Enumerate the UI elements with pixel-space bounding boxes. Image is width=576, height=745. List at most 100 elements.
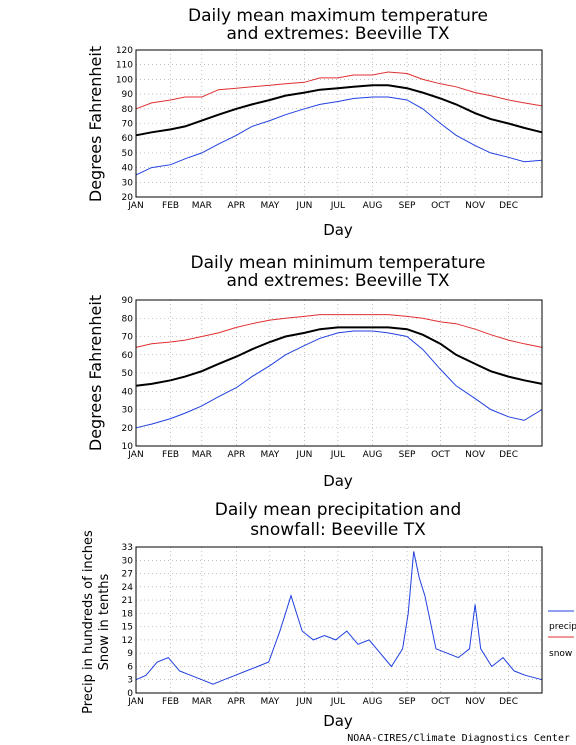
y-tick-label: 110 — [116, 61, 133, 71]
x-tick-label: APR — [227, 697, 245, 707]
x-tick-label: AUG — [363, 697, 383, 707]
y-tick-label: 80 — [122, 314, 134, 324]
y-tick-label: 90 — [122, 296, 134, 306]
plot-frame — [135, 49, 543, 198]
x-axis-label: Day — [323, 712, 353, 730]
y-tick-label: 30 — [122, 406, 134, 416]
series-line-0 — [135, 71, 543, 110]
y-axis-label-line2: Snow in tenths — [97, 573, 112, 670]
y-tick-label: 70 — [122, 333, 134, 343]
y-tick-label: 100 — [116, 75, 133, 85]
legend-precip-label: precip — [549, 622, 576, 632]
y-tick-label: 20 — [122, 424, 134, 434]
precipitation-chart: Daily mean precipitation and snowfall: B… — [81, 500, 576, 730]
x-tick-label: JUL — [330, 450, 345, 460]
x-tick-label: JUN — [295, 450, 312, 460]
y-tick-label: 21 — [122, 596, 133, 606]
y-tick-label: 50 — [122, 369, 134, 379]
plot-frame — [135, 299, 543, 447]
x-tick-label: MAR — [192, 697, 212, 707]
series-line-2 — [135, 330, 543, 429]
x-tick-label: JUL — [330, 201, 345, 211]
tick-labels: 20 30 40 50 60 70 80 90 100 110 120 JAN FEB MAR APR MAY… — [116, 46, 518, 211]
x-tick-label: SEP — [399, 450, 416, 460]
series-line-0 — [135, 314, 543, 348]
y-tick-label: 30 — [122, 178, 134, 188]
x-tick-label: FEB — [162, 697, 179, 707]
x-tick-label: FEB — [162, 201, 179, 211]
x-tick-label: MAY — [260, 450, 279, 460]
x-tick-label: DEC — [499, 450, 518, 460]
chart-title-line1: Daily mean precipitation and — [215, 500, 462, 520]
x-tick-label: NOV — [465, 450, 486, 460]
y-tick-label: 30 — [122, 556, 134, 566]
series-line-1 — [135, 326, 543, 387]
x-tick-label: OCT — [431, 697, 450, 707]
x-tick-label: MAY — [260, 201, 279, 211]
x-tick-label: MAR — [192, 450, 212, 460]
x-tick-label: APR — [227, 201, 245, 211]
x-tick-label: JUN — [295, 201, 312, 211]
chart-title-line1: Daily mean minimum temperature — [191, 253, 486, 273]
tick-labels: 10 20 30 40 50 60 70 80 90 JAN FEB MAR APR MAY JUN JUL A… — [122, 296, 518, 460]
y-tick-label: 9 — [127, 649, 133, 659]
y-tick-label: 60 — [122, 134, 134, 144]
x-tick-label: DEC — [499, 697, 518, 707]
x-tick-label: JUL — [330, 697, 345, 707]
y-tick-label: 6 — [127, 662, 133, 672]
chart-title-line1: Daily mean maximum temperature — [188, 6, 488, 26]
x-tick-label: JAN — [127, 201, 143, 211]
gridlines — [136, 50, 542, 197]
x-tick-label: OCT — [431, 201, 450, 211]
x-tick-label: MAY — [260, 697, 279, 707]
plot-frame — [135, 546, 543, 694]
x-tick-label: SEP — [399, 697, 416, 707]
y-tick-label: 33 — [122, 543, 133, 553]
x-axis-label: Day — [323, 221, 353, 239]
y-tick-label: 18 — [122, 609, 134, 619]
x-tick-label: FEB — [162, 450, 179, 460]
x-tick-label: NOV — [465, 697, 486, 707]
legend: precip snow — [548, 610, 576, 659]
series-line-1 — [135, 84, 543, 137]
x-tick-label: SEP — [399, 201, 416, 211]
y-tick-label: 120 — [116, 46, 133, 56]
chart-title-line2: and extremes: Beeville TX — [226, 271, 449, 291]
x-axis-label: Day — [323, 472, 353, 490]
y-tick-label: 90 — [122, 90, 134, 100]
x-tick-label: MAR — [192, 201, 212, 211]
y-tick-label: 3 — [127, 676, 133, 686]
y-tick-label: 15 — [122, 623, 133, 633]
precip-line — [135, 551, 543, 685]
series-lines — [135, 71, 543, 176]
y-tick-label: 40 — [122, 164, 134, 174]
y-tick-label: 80 — [122, 105, 134, 115]
y-tick-label: 10 — [122, 442, 134, 452]
y-tick-label: 70 — [122, 120, 134, 130]
x-tick-label: AUG — [363, 450, 383, 460]
y-axis-label: Degrees Fahrenheit — [86, 295, 105, 451]
x-tick-label: JAN — [127, 697, 143, 707]
x-tick-label: OCT — [431, 450, 450, 460]
x-tick-label: DEC — [499, 201, 518, 211]
gridlines — [136, 547, 542, 693]
y-tick-label: 0 — [127, 689, 133, 699]
min-temperature-chart: Daily mean minimum temperature and extre… — [86, 253, 543, 490]
series-line-2 — [135, 96, 543, 176]
x-tick-label: JAN — [127, 450, 143, 460]
x-tick-label: AUG — [363, 201, 383, 211]
credit-text: NOAA-CIRES/Climate Diagnostics Center — [347, 733, 570, 744]
y-tick-label: 60 — [122, 351, 134, 361]
chart-title-line2: snowfall: Beeville TX — [250, 520, 426, 540]
legend-snow-label: snow — [549, 649, 572, 659]
chart-title-line2: and extremes: Beeville TX — [226, 24, 449, 44]
x-tick-label: JUN — [295, 697, 312, 707]
x-tick-label: NOV — [465, 201, 486, 211]
series-lines — [135, 314, 543, 429]
y-tick-label: 50 — [122, 149, 134, 159]
y-axis-label-line1: Precip in hundreds of inches — [81, 530, 96, 714]
y-tick-label: 24 — [122, 583, 134, 593]
tick-labels: 0 3 6 9 12 15 18 21 24 27 30 33 JAN FEB MAR APR MAY JUN JU… — [122, 543, 518, 707]
gridlines — [136, 300, 542, 446]
